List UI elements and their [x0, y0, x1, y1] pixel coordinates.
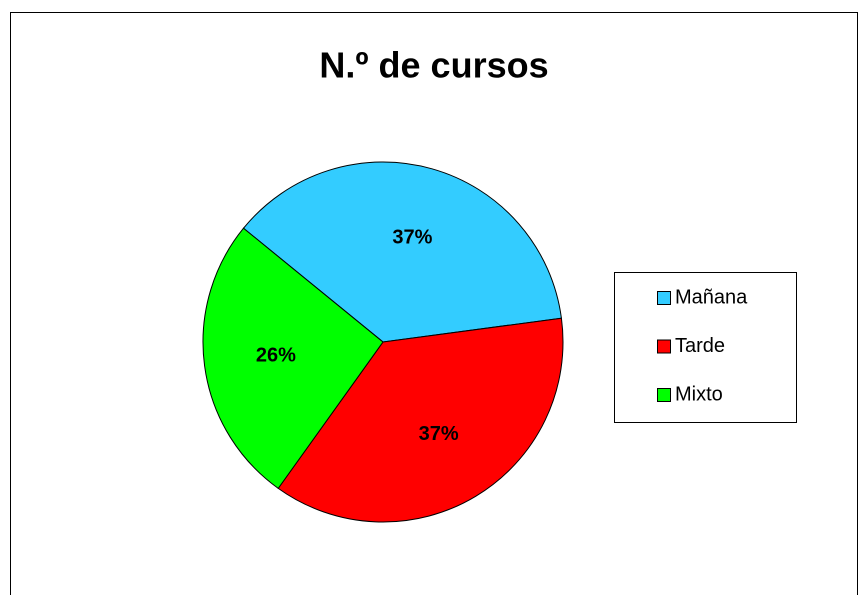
legend-label: Mañana — [675, 286, 748, 308]
legend-label: Mixto — [675, 383, 723, 405]
legend-swatch — [657, 291, 671, 305]
value-label: 26% — [256, 345, 296, 367]
legend-label: Tarde — [675, 335, 725, 357]
value-label: 37% — [392, 226, 432, 248]
pie-slice — [202, 227, 384, 490]
chart-frame — [10, 12, 858, 595]
pie-slice — [242, 161, 562, 343]
legend-swatch — [657, 388, 671, 402]
value-label: 37% — [419, 423, 459, 445]
legend-swatch — [657, 339, 671, 354]
legend-box — [614, 272, 797, 423]
chart-title: N.º de cursos — [319, 45, 548, 86]
pie-slice — [277, 317, 564, 523]
